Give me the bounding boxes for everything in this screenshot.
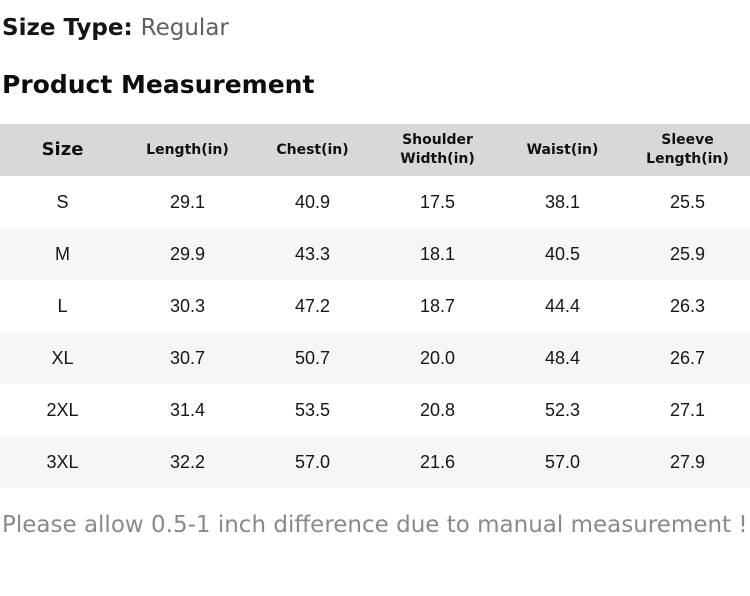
measurement-cell: 50.7 [294, 347, 331, 368]
size-type-line: Size Type: Regular [0, 14, 750, 42]
measurement-cell: 44.4 [544, 295, 581, 316]
measurement-table: Size Length(in) Chest(in) Shoulder Width(in… [0, 124, 750, 488]
measurement-cell: 17.5 [419, 191, 456, 212]
table-row: M 29.9 43.3 18.1 40.5 25.9 [0, 228, 750, 280]
table-header: Size Length(in) Chest(in) Shoulder Width(in… [0, 124, 750, 176]
measurement-cell: 18.7 [419, 295, 456, 316]
measurement-cell: 20.8 [419, 399, 456, 420]
size-chart-page: Size Type: Regular Product Measurement Si… [0, 14, 750, 596]
measurement-cell: 26.7 [669, 347, 706, 368]
table-row: S 29.1 40.9 17.5 38.1 25.5 [0, 176, 750, 228]
measurement-cell: 32.2 [169, 451, 206, 472]
size-cell: 2XL [46, 399, 79, 420]
measurement-note: Please allow 0.5-1 inch difference due t… [2, 512, 748, 538]
table-row: XL 30.7 50.7 20.0 48.4 26.7 [0, 332, 750, 384]
size-cell: 3XL [46, 451, 79, 472]
measurement-cell: 57.0 [294, 451, 331, 472]
column-header: Length(in) [125, 124, 250, 176]
measurement-cell: 53.5 [294, 399, 331, 420]
size-cell: M [55, 243, 70, 264]
measurement-cell: 29.9 [169, 243, 206, 264]
measurement-cell: 40.9 [294, 191, 331, 212]
measurement-cell: 48.4 [544, 347, 581, 368]
measurement-cell: 38.1 [544, 191, 581, 212]
measurement-cell: 26.3 [669, 295, 706, 316]
measurement-cell: 57.0 [544, 451, 581, 472]
page-title: Product Measurement [2, 70, 315, 99]
size-cell: L [57, 295, 68, 316]
table-row: L 30.3 47.2 18.7 44.4 26.3 [0, 280, 750, 332]
size-type-value: Regular [140, 15, 229, 41]
measurement-cell: 27.1 [669, 399, 706, 420]
column-header: Chest(in) [250, 124, 375, 176]
column-header: Shoulder Width(in) [375, 124, 500, 176]
measurement-cell: 20.0 [419, 347, 456, 368]
measurement-cell: 40.5 [544, 243, 581, 264]
measurement-cell: 27.9 [669, 451, 706, 472]
measurement-cell: 52.3 [544, 399, 581, 420]
table-row: 3XL 32.2 57.0 21.6 57.0 27.9 [0, 436, 750, 488]
column-header: Sleeve Length(in) [625, 124, 750, 176]
size-type-label: Size Type: [2, 15, 133, 41]
column-header: Size [0, 124, 125, 176]
table-row: 2XL 31.4 53.5 20.8 52.3 27.1 [0, 384, 750, 436]
measurement-cell: 18.1 [419, 243, 456, 264]
measurement-cell: 31.4 [169, 399, 206, 420]
measurement-cell: 29.1 [169, 191, 206, 212]
measurement-cell: 47.2 [294, 295, 331, 316]
measurement-cell: 21.6 [419, 451, 456, 472]
measurement-cell: 25.5 [669, 191, 706, 212]
column-header: Waist(in) [500, 124, 625, 176]
measurement-cell: 25.9 [669, 243, 706, 264]
size-cell: S [56, 191, 69, 212]
measurement-cell: 30.3 [169, 295, 206, 316]
measurement-cell: 30.7 [169, 347, 206, 368]
measurement-cell: 43.3 [294, 243, 331, 264]
size-cell: XL [51, 347, 74, 368]
table-body: S 29.1 40.9 17.5 38.1 25.5 M 29.9 43.3 18.1 40.5 25… [0, 176, 750, 488]
table-header-row: Size Length(in) Chest(in) Shoulder Width(in… [0, 124, 750, 176]
